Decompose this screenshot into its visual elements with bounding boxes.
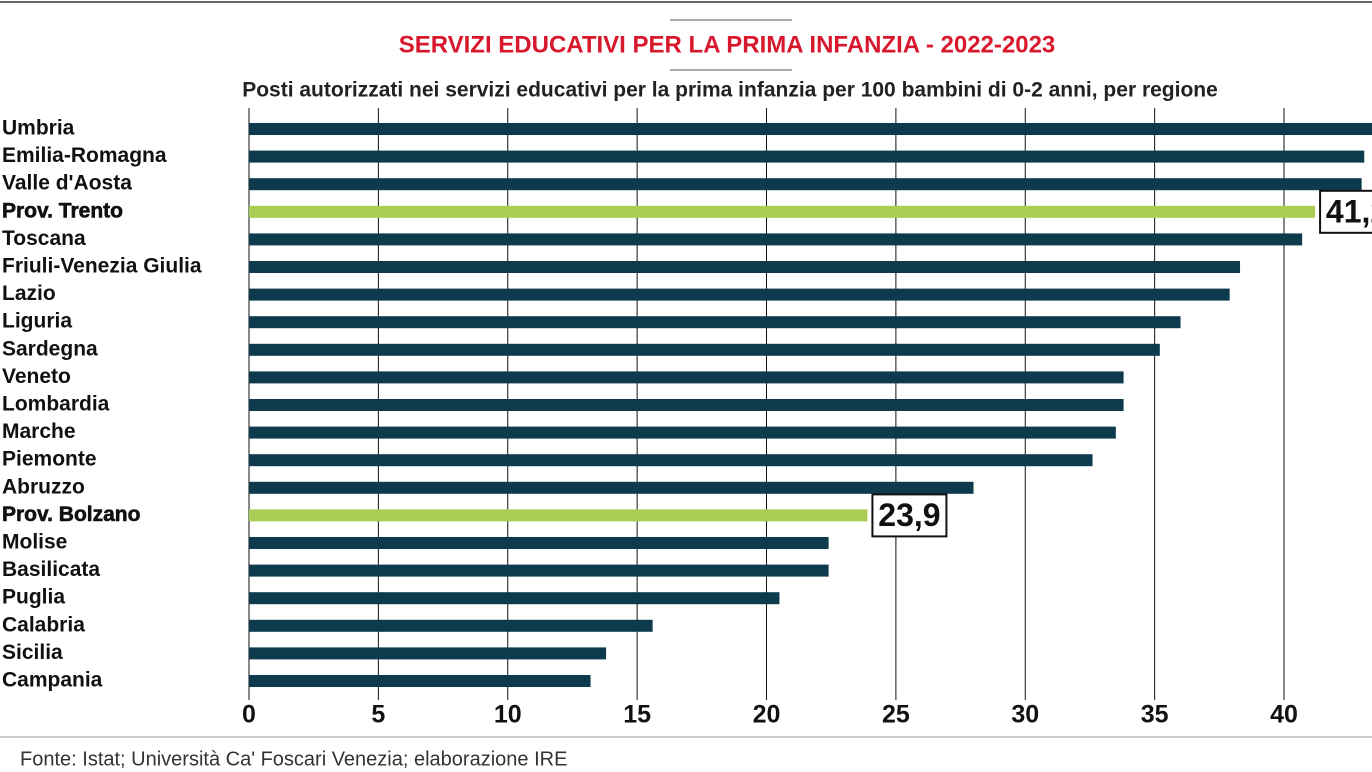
bar <box>249 233 1303 246</box>
x-tick-label: 25 <box>882 701 910 729</box>
bar <box>249 509 868 522</box>
x-tick-label: 40 <box>1270 701 1298 729</box>
category-label: Campania <box>2 669 103 692</box>
chart-title: SERVIZI EDUCATIVI PER LA PRIMA INFANZIA … <box>399 31 1056 58</box>
value-label-box <box>871 493 948 538</box>
x-tick-label: 15 <box>623 701 651 729</box>
bar <box>249 647 607 660</box>
bar <box>249 564 829 577</box>
chart-subtitle: Posti autorizzati nei servizi educativi … <box>242 79 1218 102</box>
x-tick-label: 5 <box>371 701 385 729</box>
value-label: 23,9 <box>878 497 940 533</box>
category-label: Piemonte <box>2 448 97 471</box>
x-tick-label: 35 <box>1141 701 1169 729</box>
category-label: Lazio <box>2 282 56 305</box>
category-label: Lombardia <box>2 393 110 416</box>
category-label: Prov. Trento <box>2 199 123 222</box>
bar <box>249 675 591 687</box>
bar <box>249 592 780 605</box>
bar <box>249 619 653 632</box>
category-label: Veneto <box>2 365 71 388</box>
category-label: Prov. Bolzano <box>2 503 140 526</box>
x-tick-label: 10 <box>494 701 522 729</box>
x-tick-label: 30 <box>1011 701 1039 729</box>
bar <box>249 261 1241 273</box>
x-tick-label: 20 <box>753 701 781 729</box>
bar <box>249 426 1116 439</box>
bar <box>249 316 1181 329</box>
bar <box>249 371 1124 384</box>
category-label: Puglia <box>2 586 65 609</box>
bar <box>249 150 1365 163</box>
bar <box>249 205 1316 218</box>
bar <box>249 123 1372 135</box>
x-tick-label: 0 <box>242 701 256 729</box>
bar <box>249 288 1230 301</box>
category-label: Sicilia <box>2 641 63 664</box>
category-label: Marche <box>2 420 76 443</box>
category-label: Friuli-Venezia Giulia <box>2 255 202 278</box>
category-label: Umbria <box>2 117 75 140</box>
category-label: Valle d'Aosta <box>2 172 132 195</box>
bar <box>249 178 1362 191</box>
bar <box>249 481 974 494</box>
category-label: Emilia-Romagna <box>2 144 167 167</box>
category-label: Basilicata <box>2 558 100 581</box>
category-label: Liguria <box>2 310 72 333</box>
source: Fonte: Istat; Università Ca' Foscari Ven… <box>20 748 567 770</box>
category-label: Molise <box>2 531 67 554</box>
bar <box>249 537 829 549</box>
value-label: 41,2 <box>1326 193 1372 229</box>
category-label: Toscana <box>2 227 86 250</box>
value-label-box <box>1319 189 1372 234</box>
category-label: Calabria <box>2 613 85 636</box>
category-label: Sardegna <box>2 337 98 360</box>
bar <box>249 399 1124 411</box>
category-label: Abruzzo <box>2 475 85 498</box>
bar <box>249 454 1093 467</box>
bar <box>249 343 1160 356</box>
